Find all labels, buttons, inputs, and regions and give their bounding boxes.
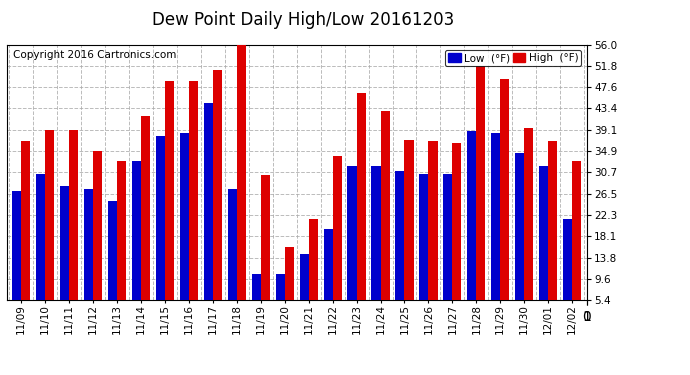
Bar <box>548 141 558 300</box>
Bar <box>60 186 69 300</box>
Bar <box>165 81 174 300</box>
Bar <box>333 156 342 300</box>
Bar <box>348 166 357 300</box>
Bar <box>515 153 524 300</box>
Bar <box>21 141 30 300</box>
Bar <box>46 130 55 300</box>
Bar <box>228 189 237 300</box>
Bar <box>237 45 246 300</box>
Text: Dew Point Daily High/Low 20161203: Dew Point Daily High/Low 20161203 <box>152 11 455 29</box>
Bar <box>476 66 486 300</box>
Bar <box>428 141 437 300</box>
Bar <box>299 254 308 300</box>
Bar <box>404 140 413 300</box>
Bar <box>36 174 46 300</box>
Bar <box>117 161 126 300</box>
Text: Copyright 2016 Cartronics.com: Copyright 2016 Cartronics.com <box>12 50 176 60</box>
Bar <box>141 116 150 300</box>
Bar <box>467 130 476 300</box>
Bar <box>108 201 117 300</box>
Bar <box>491 133 500 300</box>
Bar <box>443 174 453 300</box>
Bar <box>180 133 189 300</box>
Bar <box>357 93 366 300</box>
Bar <box>420 174 428 300</box>
Bar <box>275 274 285 300</box>
Bar <box>132 161 141 300</box>
Bar <box>252 274 261 300</box>
Legend: Low  (°F), High  (°F): Low (°F), High (°F) <box>445 50 581 66</box>
Bar <box>84 189 93 300</box>
Bar <box>371 166 380 300</box>
Bar <box>156 136 165 300</box>
Bar <box>500 79 509 300</box>
Bar <box>395 171 404 300</box>
Bar <box>524 128 533 300</box>
Bar <box>380 111 390 300</box>
Bar <box>563 219 572 300</box>
Bar <box>572 161 581 300</box>
Bar <box>539 166 548 300</box>
Bar <box>308 219 318 300</box>
Bar <box>285 247 294 300</box>
Bar <box>93 151 102 300</box>
Bar <box>261 175 270 300</box>
Bar <box>453 143 462 300</box>
Bar <box>213 70 222 300</box>
Bar <box>69 130 78 300</box>
Bar <box>189 81 198 300</box>
Bar <box>324 229 333 300</box>
Bar <box>204 103 213 300</box>
Bar <box>12 191 21 300</box>
